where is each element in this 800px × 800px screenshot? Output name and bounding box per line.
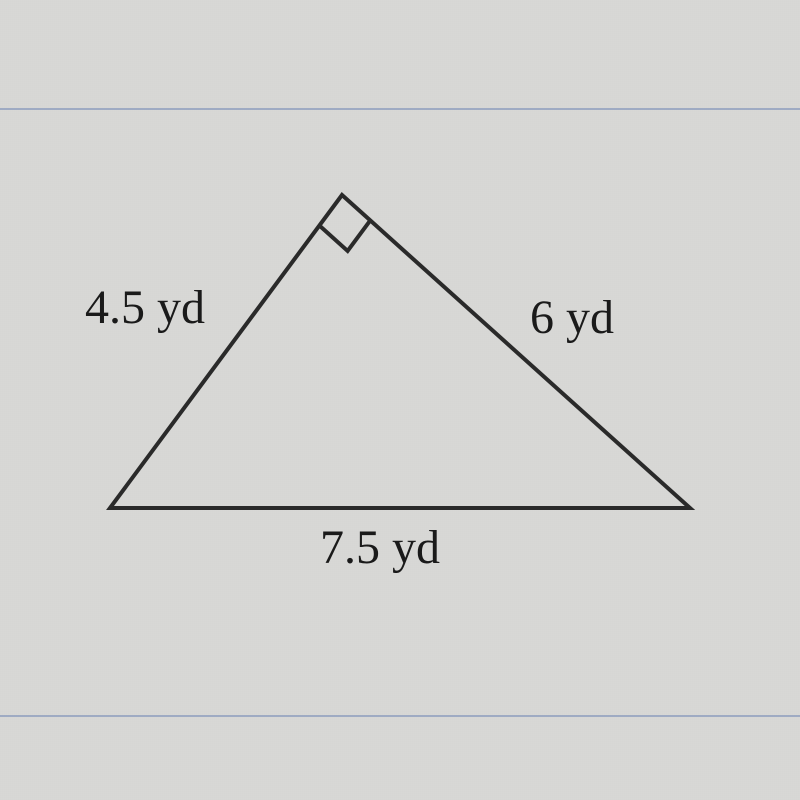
right-angle-marker [319,220,370,251]
label-bottom-side: 7.5 yd [320,520,440,575]
triangle-outline [110,195,690,508]
triangle-diagram [0,0,800,800]
label-left-side: 4.5 yd [85,280,205,335]
triangle-shape [110,195,690,508]
label-right-side: 6 yd [530,290,614,345]
